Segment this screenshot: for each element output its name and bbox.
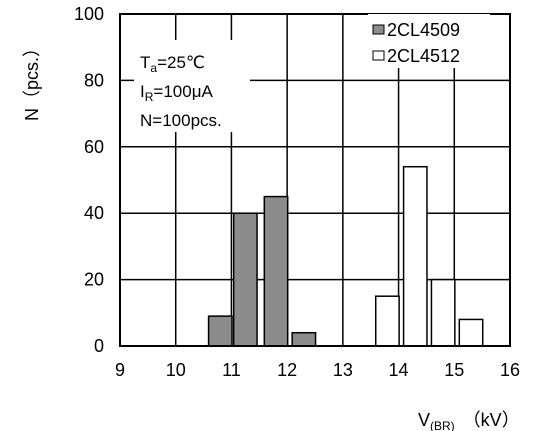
legend-label-2cl4512: 2CL4512 <box>387 46 460 66</box>
sample-count-label: N=100pcs. <box>140 111 222 130</box>
bar-2cl4512-3 <box>458 318 484 347</box>
condition-annotation: Ta=25℃ IR=100μA N=100pcs. <box>134 40 250 132</box>
x-tick-label-14: 14 <box>389 360 409 380</box>
y-tick-label-80: 80 <box>84 70 104 90</box>
y-tick-label-20: 20 <box>84 270 104 290</box>
y-axis-title: N（pcs.） <box>22 39 42 121</box>
annotation-background <box>134 40 250 132</box>
bars-layer <box>207 165 484 347</box>
x-tick-label-12: 12 <box>277 360 297 380</box>
x-tick-label-10: 10 <box>166 360 186 380</box>
legend-swatch-2cl4512 <box>372 50 385 61</box>
plot-frame <box>119 13 511 347</box>
x-tick-label-15: 15 <box>444 360 464 380</box>
bar-2cl4512-1 <box>402 165 428 347</box>
x-tick-labels: 9 10 11 12 13 14 15 16 <box>115 360 520 380</box>
y-tick-label-60: 60 <box>84 137 104 157</box>
x-tick-label-13: 13 <box>333 360 353 380</box>
legend: 2CL4509 2CL4512 <box>368 14 490 68</box>
legend-background <box>368 14 490 68</box>
bar-2cl4512-2 <box>430 278 456 347</box>
x-tick-label-9: 9 <box>115 360 125 380</box>
x-tick-label-11: 11 <box>222 360 241 380</box>
y-tick-labels: 0 20 40 60 80 100 <box>74 4 104 356</box>
current-label: IR=100μA <box>140 82 213 104</box>
x-tick-label-16: 16 <box>500 360 520 380</box>
y-tick-label-40: 40 <box>84 203 104 223</box>
legend-swatch-2cl4509 <box>372 24 385 35</box>
bar-2cl4509-3 <box>291 331 317 347</box>
bar-2cl4512-0 <box>374 295 400 347</box>
bar-2cl4509-1 <box>232 212 258 347</box>
bar-2cl4509-0 <box>207 315 233 347</box>
bar-2cl4509-2 <box>263 195 289 347</box>
legend-label-2cl4509: 2CL4509 <box>387 20 460 40</box>
x-axis-title: V(BR) （kV） <box>418 410 520 431</box>
y-tick-label-0: 0 <box>94 336 104 356</box>
y-tick-label-100: 100 <box>74 4 104 24</box>
temperature-label: Ta=25℃ <box>140 53 205 75</box>
